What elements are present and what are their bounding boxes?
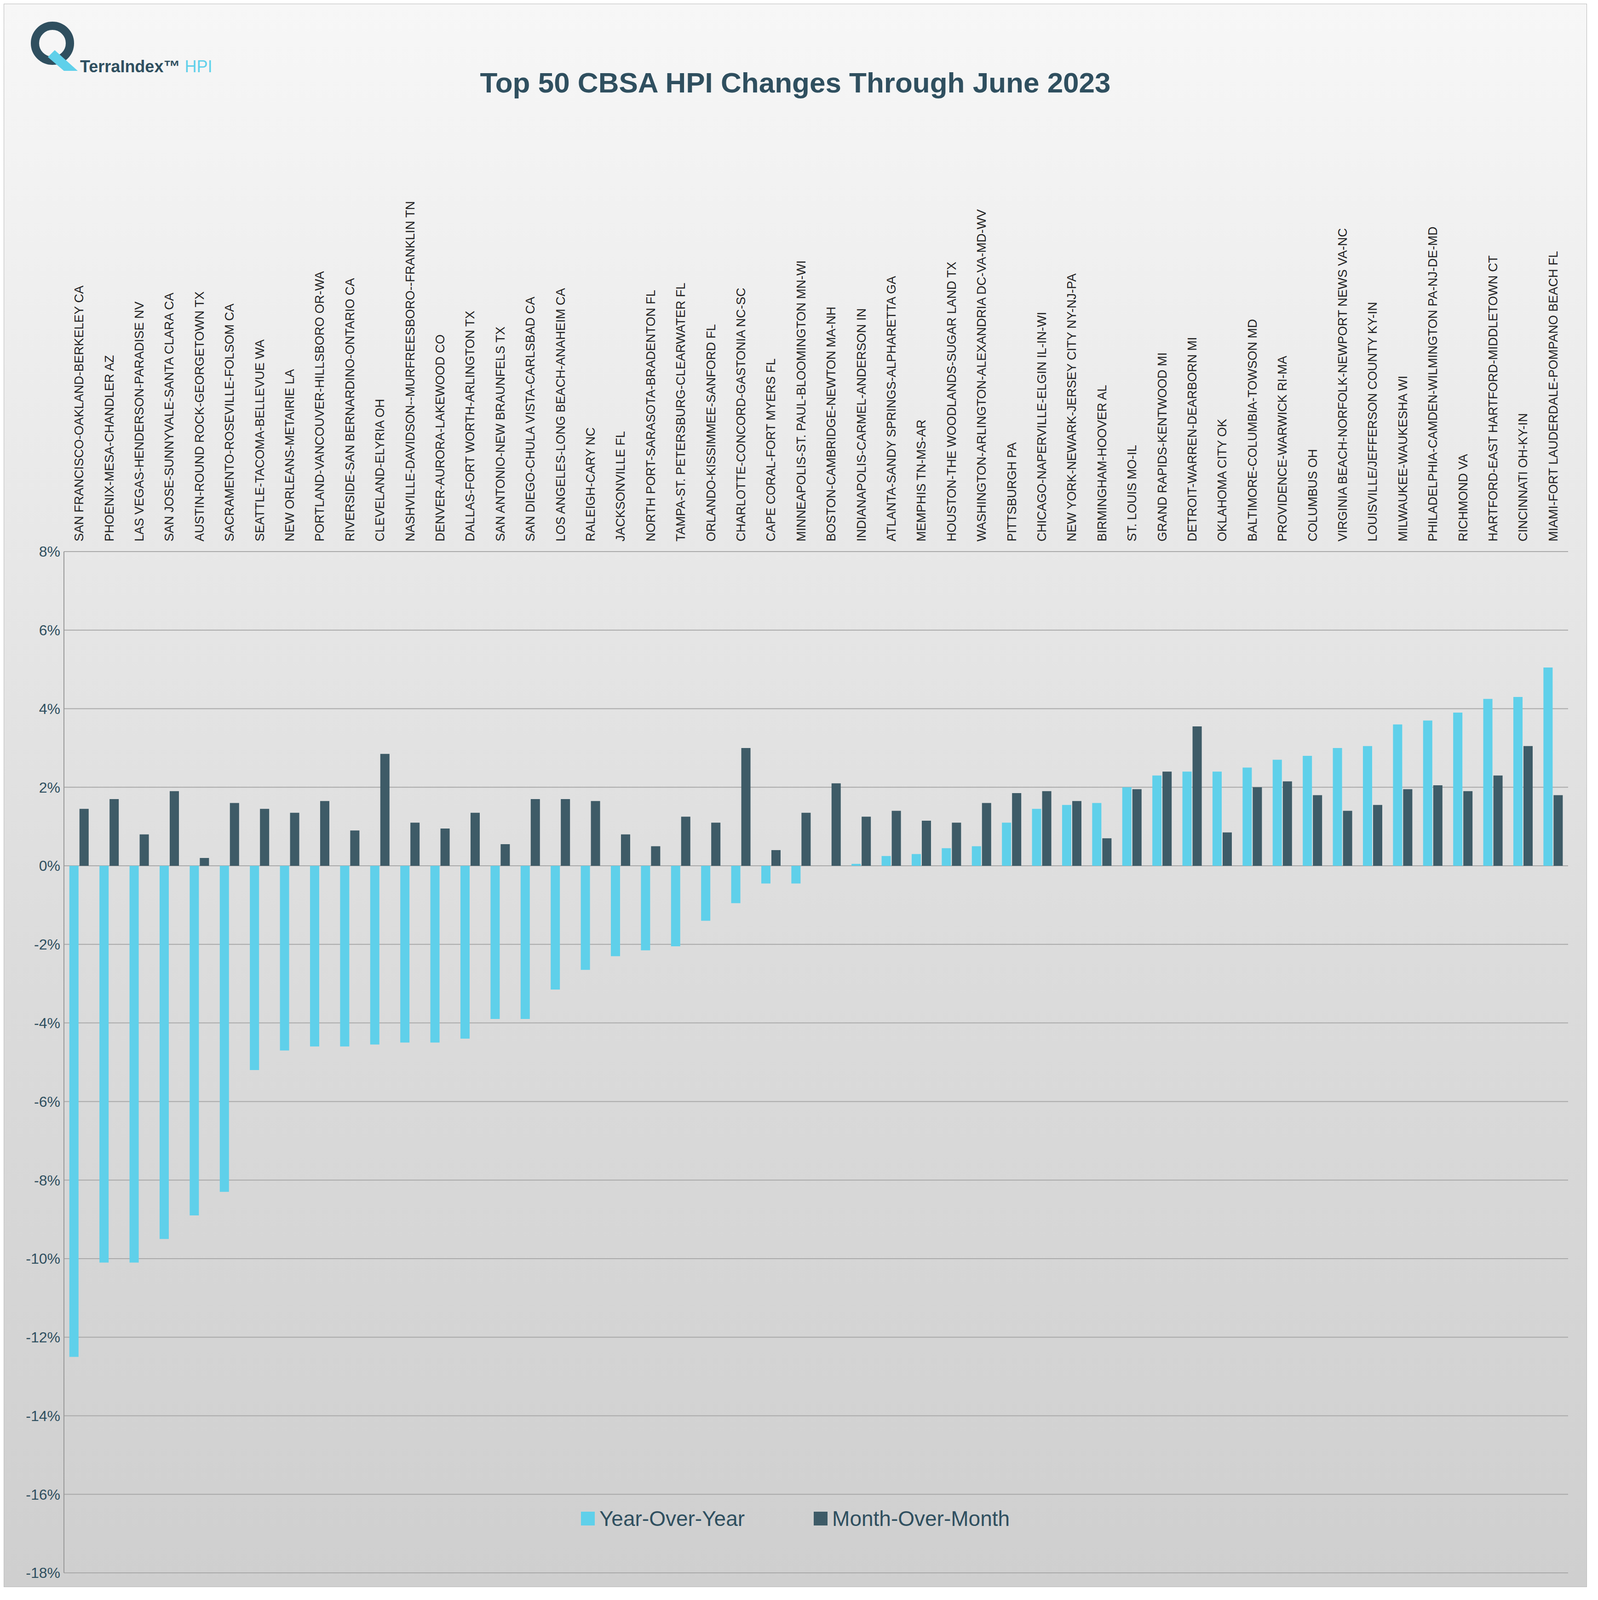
svg-text:ATLANTA-SANDY SPRINGS-ALPHARET: ATLANTA-SANDY SPRINGS-ALPHARETTA GA <box>884 275 899 542</box>
svg-text:LAS VEGAS-HENDERSON-PARADISE N: LAS VEGAS-HENDERSON-PARADISE NV <box>132 301 147 542</box>
svg-text:SEATTLE-TACOMA-BELLEVUE WA: SEATTLE-TACOMA-BELLEVUE WA <box>252 339 267 542</box>
svg-text:MIAMI-FORT LAUDERDALE-POMPANO: MIAMI-FORT LAUDERDALE-POMPANO BEACH FL <box>1546 250 1561 542</box>
html-text:Top 50 CBSA HPI Changes Throug: Top 50 CBSA HPI Changes Through June 202… <box>479 66 1111 99</box>
svg-text:RIVERSIDE-SAN BERNARDINO-ONTAR: RIVERSIDE-SAN BERNARDINO-ONTARIO CA <box>343 277 357 542</box>
svg-text:WASHINGTON-ARLINGTON-ALEXANDRI: WASHINGTON-ARLINGTON-ALEXANDRIA DC-VA-MD… <box>974 209 989 542</box>
svg-text:SAN ANTONIO-NEW BRAUNFELS TX: SAN ANTONIO-NEW BRAUNFELS TX <box>493 326 508 542</box>
html-text:Year-Over-Year: Year-Over-Year <box>599 1506 745 1531</box>
svg-text:LOS ANGELES-LONG BEACH-ANAHEIM: LOS ANGELES-LONG BEACH-ANAHEIM CA <box>553 287 568 542</box>
svg-text:CLEVELAND-ELYRIA OH: CLEVELAND-ELYRIA OH <box>373 398 387 542</box>
svg-text:DENVER-AURORA-LAKEWOOD CO: DENVER-AURORA-LAKEWOOD CO <box>433 334 448 542</box>
svg-text:ST. LOUIS MO-IL: ST. LOUIS MO-IL <box>1125 444 1139 542</box>
html-text:TerraIndex™ HPI: TerraIndex™ HPI <box>80 57 213 76</box>
svg-text:-14%: -14% <box>25 1407 61 1425</box>
svg-text:8%: 8% <box>39 543 61 560</box>
svg-text:-4%: -4% <box>34 1014 61 1032</box>
svg-text:PITTSBURGH PA: PITTSBURGH PA <box>1005 442 1019 542</box>
svg-text:CAPE CORAL-FORT MYERS FL: CAPE CORAL-FORT MYERS FL <box>764 358 778 542</box>
svg-text:AUSTIN-ROUND ROCK-GEORGETOWN T: AUSTIN-ROUND ROCK-GEORGETOWN TX <box>192 291 207 542</box>
svg-text:TAMPA-ST. PETERSBURG-CLEARWATE: TAMPA-ST. PETERSBURG-CLEARWATER FL <box>673 282 688 542</box>
svg-text:MINNEAPOLIS-ST. PAUL-BLOOMINGT: MINNEAPOLIS-ST. PAUL-BLOOMINGTON MN-WI <box>794 260 809 542</box>
svg-text:NEW YORK-NEWARK-JERSEY CITY NY: NEW YORK-NEWARK-JERSEY CITY NY-NJ-PA <box>1064 273 1079 542</box>
svg-text:BIRMINGHAM-HOOVER AL: BIRMINGHAM-HOOVER AL <box>1095 384 1110 542</box>
svg-text:OKLAHOMA CITY OK: OKLAHOMA CITY OK <box>1215 418 1230 542</box>
svg-text:CINCINNATI OH-KY-IN: CINCINNATI OH-KY-IN <box>1516 413 1530 542</box>
svg-text:PHOENIX-MESA-CHANDLER AZ: PHOENIX-MESA-CHANDLER AZ <box>102 355 117 542</box>
svg-text:BALTIMORE-COLUMBIA-TOWSON MD: BALTIMORE-COLUMBIA-TOWSON MD <box>1245 318 1260 542</box>
svg-text:DALLAS-FORT WORTH-ARLINGTON TX: DALLAS-FORT WORTH-ARLINGTON TX <box>463 310 478 542</box>
svg-text:ORLANDO-KISSIMMEE-SANFORD FL: ORLANDO-KISSIMMEE-SANFORD FL <box>704 323 719 542</box>
svg-text:-2%: -2% <box>34 936 61 953</box>
svg-text:CHARLOTTE-CONCORD-GASTONIA NC-: CHARLOTTE-CONCORD-GASTONIA NC-SC <box>734 287 748 542</box>
svg-text:BOSTON-CAMBRIDGE-NEWTON MA-NH: BOSTON-CAMBRIDGE-NEWTON MA-NH <box>824 306 839 542</box>
svg-text:-6%: -6% <box>34 1093 61 1110</box>
svg-text:PHILADELPHIA-CAMDEN-WILMINGTON: PHILADELPHIA-CAMDEN-WILMINGTON PA-NJ-DE-… <box>1425 226 1440 542</box>
svg-text:CHICAGO-NAPERVILLE-ELGIN IL-IN: CHICAGO-NAPERVILLE-ELGIN IL-IN-WI <box>1034 311 1049 542</box>
svg-text:6%: 6% <box>39 621 61 639</box>
svg-text:-12%: -12% <box>25 1328 61 1346</box>
svg-text:0%: 0% <box>39 857 61 874</box>
svg-text:RICHMOND VA: RICHMOND VA <box>1456 454 1471 542</box>
svg-text:-8%: -8% <box>34 1172 61 1189</box>
svg-text:SAN FRANCISCO-OAKLAND-BERKELEY: SAN FRANCISCO-OAKLAND-BERKELEY CA <box>72 285 87 542</box>
svg-text:SAN DIEGO-CHULA VISTA-CARLSBAD: SAN DIEGO-CHULA VISTA-CARLSBAD CA <box>523 296 538 542</box>
svg-text:LOUISVILLE/JEFFERSON COUNTY KY: LOUISVILLE/JEFFERSON COUNTY KY-IN <box>1365 301 1380 542</box>
svg-text:JACKSONVILLE FL: JACKSONVILLE FL <box>613 431 628 542</box>
svg-text:NASHVILLE-DAVIDSON--MURFREESBO: NASHVILLE-DAVIDSON--MURFREESBORO--FRANKL… <box>403 201 418 542</box>
svg-text:HOUSTON-THE WOODLANDS-SUGAR LA: HOUSTON-THE WOODLANDS-SUGAR LAND TX <box>944 261 959 542</box>
html-text:Month-Over-Month: Month-Over-Month <box>832 1506 1010 1531</box>
svg-text:SACRAMENTO-ROSEVILLE-FOLSOM CA: SACRAMENTO-ROSEVILLE-FOLSOM CA <box>222 303 237 542</box>
svg-text:INDIANAPOLIS-CARMEL-ANDERSON I: INDIANAPOLIS-CARMEL-ANDERSON IN <box>854 308 869 542</box>
svg-text:2%: 2% <box>39 779 61 796</box>
svg-text:SAN JOSE-SUNNYVALE-SANTA CLARA: SAN JOSE-SUNNYVALE-SANTA CLARA CA <box>162 292 177 542</box>
svg-text:-18%: -18% <box>25 1564 61 1581</box>
svg-text:-16%: -16% <box>25 1486 61 1503</box>
svg-text:MILWAUKEE-WAUKESHA WI: MILWAUKEE-WAUKESHA WI <box>1396 375 1410 542</box>
svg-text:RALEIGH-CARY NC: RALEIGH-CARY NC <box>583 427 598 542</box>
svg-text:DETROIT-WARREN-DEARBORN MI: DETROIT-WARREN-DEARBORN MI <box>1185 337 1200 542</box>
svg-text:GRAND RAPIDS-KENTWOOD MI: GRAND RAPIDS-KENTWOOD MI <box>1155 352 1170 542</box>
svg-text:PORTLAND-VANCOUVER-HILLSBORO O: PORTLAND-VANCOUVER-HILLSBORO OR-WA <box>312 270 327 542</box>
svg-text:PROVIDENCE-WARWICK RI-MA: PROVIDENCE-WARWICK RI-MA <box>1275 355 1290 542</box>
svg-text:MEMPHIS TN-MS-AR: MEMPHIS TN-MS-AR <box>914 419 929 542</box>
svg-text:NORTH PORT-SARASOTA-BRADENTON: NORTH PORT-SARASOTA-BRADENTON FL <box>643 289 658 542</box>
svg-text:VIRGINIA BEACH-NORFOLK-NEWPORT: VIRGINIA BEACH-NORFOLK-NEWPORT NEWS VA-N… <box>1335 228 1350 542</box>
svg-text:-10%: -10% <box>25 1250 61 1267</box>
svg-text:HARTFORD-EAST HARTFORD-MIDDLET: HARTFORD-EAST HARTFORD-MIDDLETOWN CT <box>1486 255 1501 542</box>
svg-text:COLUMBUS OH: COLUMBUS OH <box>1305 448 1320 542</box>
svg-text:4%: 4% <box>39 700 61 718</box>
svg-text:NEW ORLEANS-METAIRIE LA: NEW ORLEANS-METAIRIE LA <box>282 368 297 542</box>
